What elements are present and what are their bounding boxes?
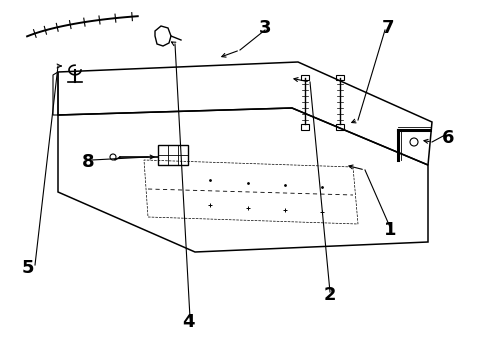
Text: 2: 2 <box>324 286 336 304</box>
Bar <box>336 124 344 130</box>
Text: 4: 4 <box>182 313 194 331</box>
Bar <box>301 75 309 80</box>
Text: 1: 1 <box>384 221 396 239</box>
Text: 7: 7 <box>382 19 394 37</box>
Text: 6: 6 <box>442 129 454 147</box>
Text: 5: 5 <box>22 259 34 277</box>
Text: 3: 3 <box>259 19 271 37</box>
Text: 8: 8 <box>82 153 94 171</box>
Bar <box>336 75 344 80</box>
Bar <box>158 145 188 165</box>
Bar <box>301 124 309 130</box>
